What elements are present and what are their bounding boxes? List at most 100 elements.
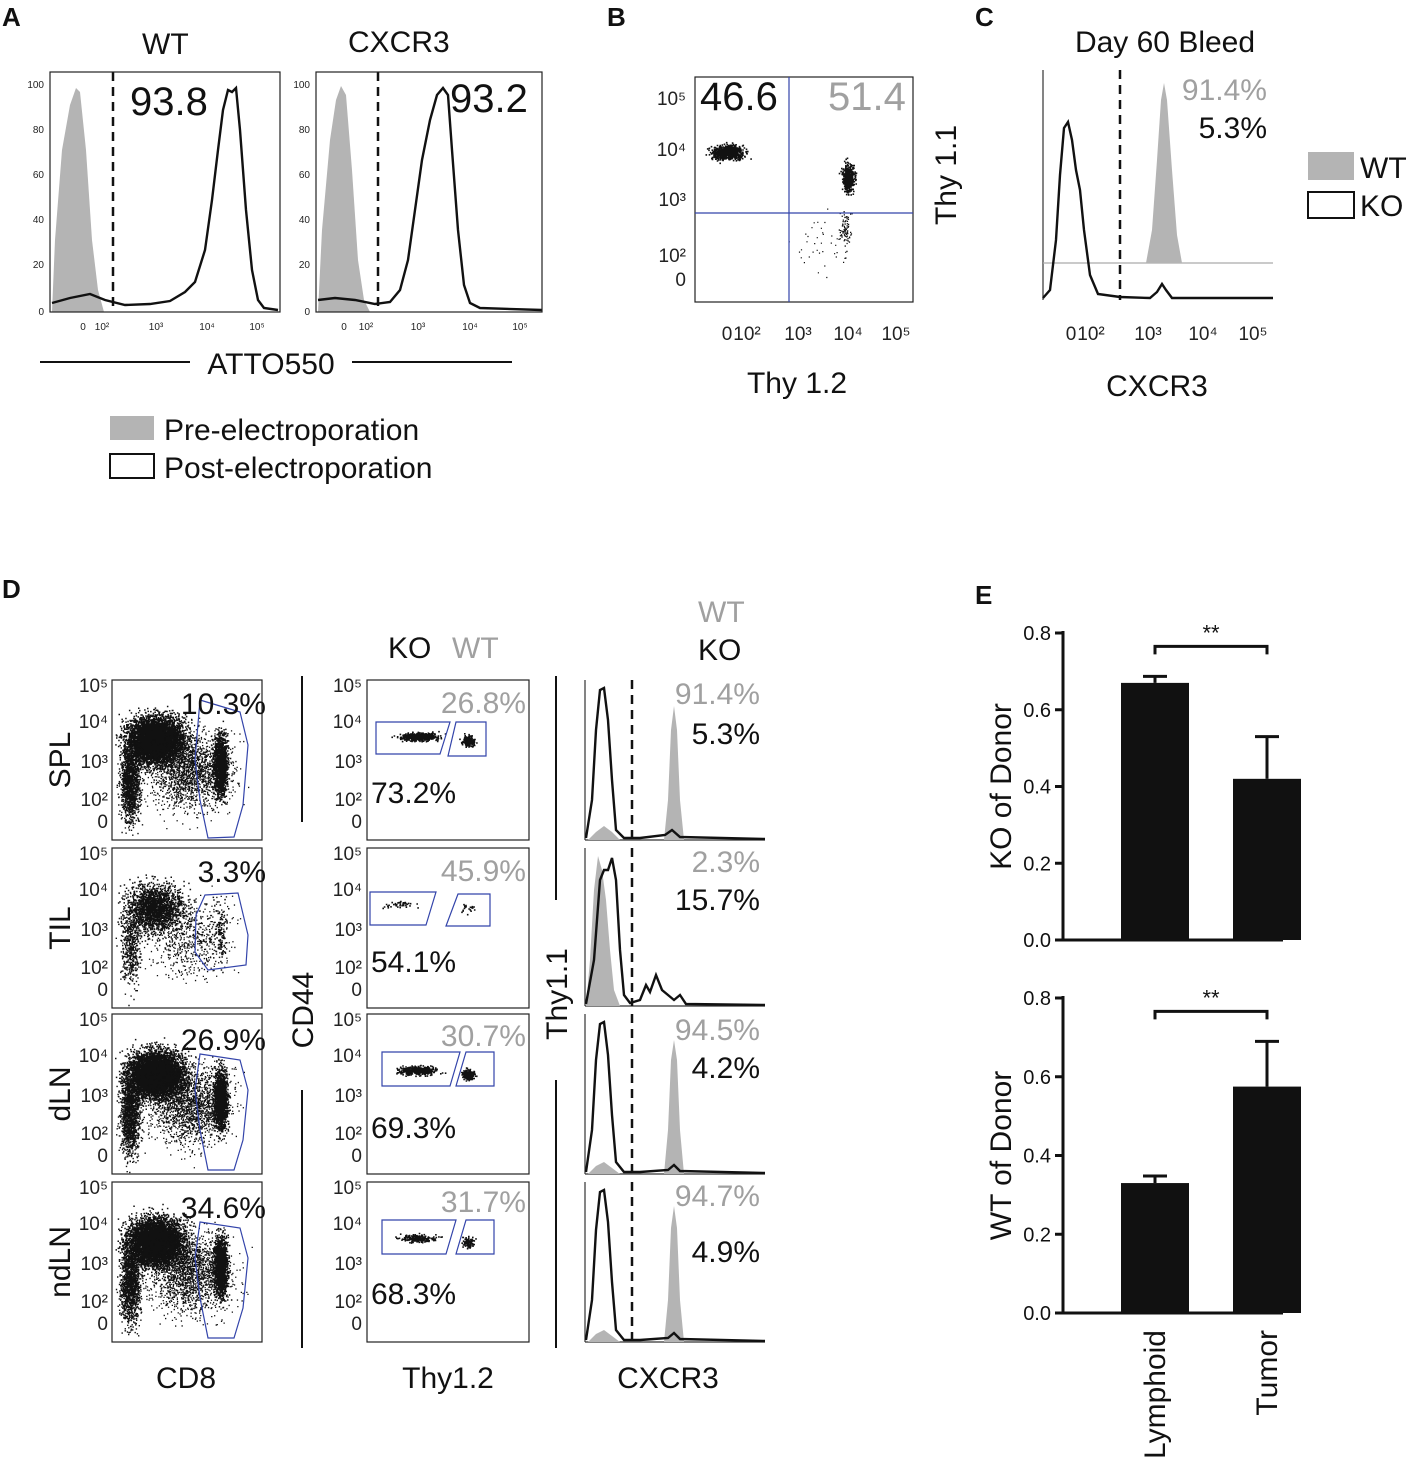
panel-d-row-spl: SPL 10.3% 26.8% 73.2% 91.4% 5.3% [44,678,766,841]
y-tick-label: 0.4 [1023,1146,1051,1168]
ytick: 20 [299,260,311,271]
panel-b-yticks: 10⁵ 10⁴ 10³ 10² 0 [657,89,686,291]
thy-gate-wt-dln [455,1051,495,1087]
ytick: 10³ [81,920,108,941]
y-tick-label: 0.2 [1023,1224,1051,1246]
ytick: 10⁴ [79,712,108,733]
ytick: 80 [33,125,45,136]
hist-wt-pct-dln: 94.5% [675,1014,760,1047]
panel-b-value-right: 51.4 [828,75,906,119]
ytick: 10² [335,1124,362,1145]
cd8-dots-spl [115,705,250,836]
hist-ko-dln [584,1020,766,1175]
bar-chart-ko-of-donor: 0.0 0.2 0.4 0.6 0.8 ** KO of Donor [985,620,1301,952]
ytick: 0 [351,1146,362,1167]
ytick: 10⁵ [79,676,108,697]
cd8-dots-til [115,874,242,1007]
thy-dots-ndln [395,1232,477,1250]
panel-c-value-ko: 5.3% [1199,112,1267,145]
panel-d-header-ko: KO [388,632,431,665]
panel-c-ko-histogram [1042,118,1273,300]
xtick: 0 [722,324,733,345]
ko-pct-spl: 73.2% [371,777,456,810]
ytick: 0 [97,1314,108,1335]
ytick: 10⁴ [333,1046,362,1067]
ytick: 10⁴ [79,1046,108,1067]
y-tick-label: 0.6 [1023,700,1051,722]
hist-wt-ndln [588,1206,684,1342]
xtick: 10³ [411,322,426,333]
cd8-pct-til: 3.3% [198,856,266,889]
hist-ko-spl [584,686,766,841]
y-axis-label: KO of Donor [985,703,1018,870]
ytick: 10⁵ [333,844,362,865]
xtick: 10⁴ [833,324,862,345]
panel-d-row-ndln: ndLN 34.6% 31.7% 68.3% 94.7% 4.9% [44,1180,766,1343]
panel-b-frame [694,76,914,303]
panel-d-xlabel-cxcr3: CXCR3 [617,1362,719,1395]
ytick: 0 [304,307,310,318]
thy-dots-spl [391,730,478,748]
wt-pct-dln: 30.7% [441,1020,526,1053]
panel-a-label: A [2,2,21,32]
histogram-frame-cxcr3 [315,71,543,313]
ytick: 40 [299,215,311,226]
pre-electroporation-histogram-wt [52,88,104,312]
pre-electroporation-histogram-cxcr3 [318,86,370,312]
panel-d-label: D [2,574,21,604]
thy-gate-ko-til [369,891,437,926]
row-label-til: TIL [44,906,77,949]
ko-pct-ndln: 68.3% [371,1278,456,1311]
panel-c-value-wt: 91.4% [1182,74,1267,107]
panel-d-hist-header-ko: KO [698,634,741,667]
hist-wt-dln [588,1040,684,1174]
panel-d-header-wt: WT [452,632,499,665]
thy-gate-wt-spl [447,721,487,757]
ytick: 60 [299,170,311,181]
ytick: 10³ [81,752,108,773]
thy-scatter-dln [396,1064,478,1082]
panel-d-ylabel-thy11: Thy1.1 [541,948,574,1040]
xtick: 10² [1077,324,1104,345]
thy-frame-spl [366,679,530,841]
xtick: 10³ [784,324,811,345]
hist-wt-spl [588,706,684,840]
thy-frame-til [366,847,530,1009]
cd8-gate-dln [194,1053,249,1171]
cd8-dots-dln [115,1037,245,1174]
thy-scatter-til [382,900,476,916]
y-tick-label: 0.8 [1023,623,1051,645]
wt-pct-ndln: 31.7% [441,1186,526,1219]
ytick: 80 [299,125,311,136]
xtick: 10⁴ [1188,324,1217,345]
legend-label-pre: Pre-electroporation [164,414,419,447]
hist-ko-pct-til: 15.7% [675,884,760,917]
row-label-ndln: ndLN [44,1226,77,1298]
bar-chart-wt-of-donor: 0.0 0.2 0.4 0.6 0.8 ** WT of Donor Lymphoid Tumo… [985,985,1301,1459]
cd8-frame-dln [111,1013,263,1175]
panel-b-xticks: 0 10² 10³ 10⁴ 10⁵ [722,324,911,345]
cd8-scatter-dln [115,1037,245,1174]
cd8-scatter-ndln [115,1203,253,1337]
ytick: 10⁵ [79,1010,108,1031]
hist-ko-pct-ndln: 4.9% [692,1236,760,1269]
ytick: 60 [33,170,45,181]
cd8-pct-ndln: 34.6% [181,1192,266,1225]
hist-wt-pct-til: 2.3% [692,846,760,879]
ytick: 10⁵ [657,89,686,110]
cd8-gate-til [194,892,249,971]
cd8-gate-spl [194,699,249,839]
xtick: 10² [95,322,110,333]
panel-d-yticks: 10⁵10⁴10³10²010⁵10⁴10³10²010⁵10⁴10³10²01… [79,676,362,1335]
xtick: 10³ [1134,324,1161,345]
xtick: 10⁴ [199,322,214,333]
cd8-dots-ndln [115,1203,253,1337]
y-tick-label: 0.0 [1023,1303,1051,1325]
panel-b: B 46.6 51.4 10⁵ 10⁴ 10³ 10² 0 0 10² 10³ … [607,2,963,400]
cd8-scatter-til [115,874,242,1007]
panel-d-xlabel-cd8: CD8 [156,1362,216,1395]
hist-wt-pct-ndln: 94.7% [675,1180,760,1213]
ytick: 10² [81,958,108,979]
panel-d-xlabel-thy12: Thy1.2 [402,1362,494,1395]
panel-c-title: Day 60 Bleed [1075,26,1255,59]
